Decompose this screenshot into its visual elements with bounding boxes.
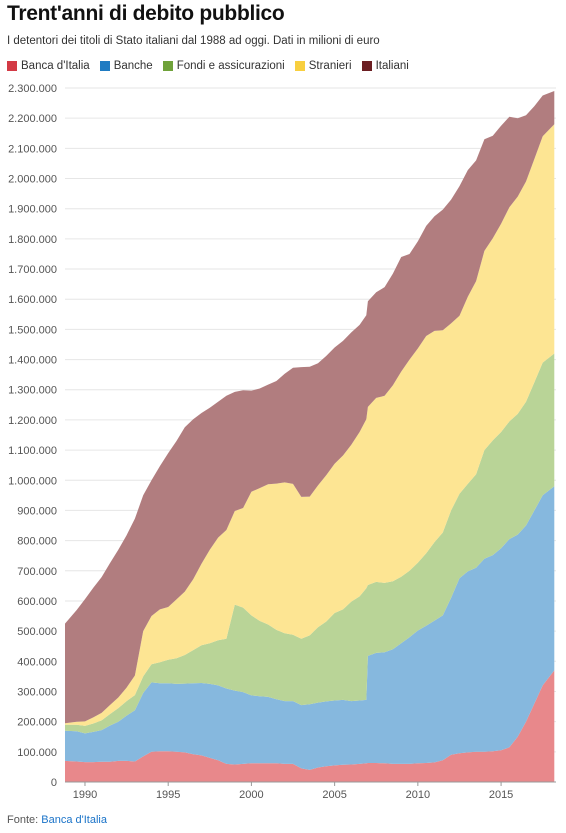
legend-swatch (294, 61, 305, 71)
area-series[interactable] (65, 124, 555, 726)
legend-label: Banca d'Italia (21, 60, 90, 72)
y-tick-label: 2.300.000 (8, 83, 57, 95)
y-axis: 0 100.000 200.000 300.000 400.000 500.000 600.… (8, 83, 57, 789)
legend-label: Fondi e assicurazioni (176, 60, 285, 72)
legend-swatch (99, 61, 110, 71)
y-tick-label: 1.700.000 (8, 264, 57, 276)
y-tick-label: 1.900.000 (8, 204, 57, 216)
y-tick-label: 2.100.000 (8, 143, 57, 155)
x-tick-label: 2005 (322, 789, 346, 801)
legend-item-fondi[interactable]: Fondi e assicurazioni (162, 60, 285, 72)
y-tick-label: 1.800.000 (8, 234, 57, 246)
y-tick-label: 600.000 (17, 596, 57, 608)
legend-swatch (162, 61, 173, 71)
y-tick-label: 1.300.000 (8, 385, 57, 397)
chart-title: Trent'anni di debito pubblico (7, 2, 285, 25)
y-tick-label: 800.000 (17, 536, 57, 548)
y-tick-label: 200.000 (17, 717, 57, 729)
x-tick-label: 2010 (406, 789, 430, 801)
x-axis: 1990 1995 2000 2005 2010 2015 (65, 781, 556, 801)
y-tick-label: 1.100.000 (8, 445, 57, 457)
legend-item-banche[interactable]: Banche (99, 60, 153, 72)
y-tick-label: 900.000 (17, 505, 57, 517)
legend-item-italiani[interactable]: Italiani (361, 60, 409, 72)
area-series[interactable] (65, 486, 555, 770)
y-tick-label: 2.200.000 (8, 113, 57, 125)
area-series[interactable] (65, 91, 555, 724)
y-tick-label: 400.000 (17, 656, 57, 668)
legend-label: Banche (113, 60, 153, 72)
x-tick-label: 1995 (156, 789, 180, 801)
source-note: Fonte: Banca d'Italia (7, 814, 107, 826)
y-tick-label: 1.400.000 (8, 355, 57, 367)
y-tick-label: 1.500.000 (8, 324, 57, 336)
legend-label: Italiani (375, 60, 409, 72)
x-tick-label: 2000 (239, 789, 263, 801)
area-series[interactable] (65, 353, 555, 734)
legend-item-banca-italia[interactable]: Banca d'Italia (7, 60, 90, 72)
legend-label: Stranieri (308, 60, 352, 72)
x-tick-label: 2015 (489, 789, 513, 801)
y-tick-label: 1.200.000 (8, 415, 57, 427)
area-layers (65, 91, 555, 782)
chart-subtitle: I detentori dei titoli di Stato italiani… (7, 35, 380, 47)
source-label: Fonte: (7, 814, 39, 826)
legend-swatch (7, 61, 17, 71)
y-tick-label: 500.000 (17, 626, 57, 638)
y-tick-label: 0 (51, 777, 57, 789)
area-series[interactable] (65, 670, 555, 782)
y-tick-label: 100.000 (17, 747, 57, 759)
legend-item-stranieri[interactable]: Stranieri (294, 60, 352, 72)
y-tick-label: 1.000.000 (8, 475, 57, 487)
y-tick-label: 300.000 (17, 686, 57, 698)
legend-swatch (361, 61, 372, 71)
y-tick-label: 2.000.000 (8, 174, 57, 186)
x-tick-label: 1990 (73, 789, 97, 801)
y-tick-label: 700.000 (17, 566, 57, 578)
chart-legend: Banca d'Italia Banche Fondi e assicurazi… (7, 60, 409, 72)
source-link[interactable]: Banca d'Italia (41, 814, 107, 826)
y-tick-label: 1.600.000 (8, 294, 57, 306)
